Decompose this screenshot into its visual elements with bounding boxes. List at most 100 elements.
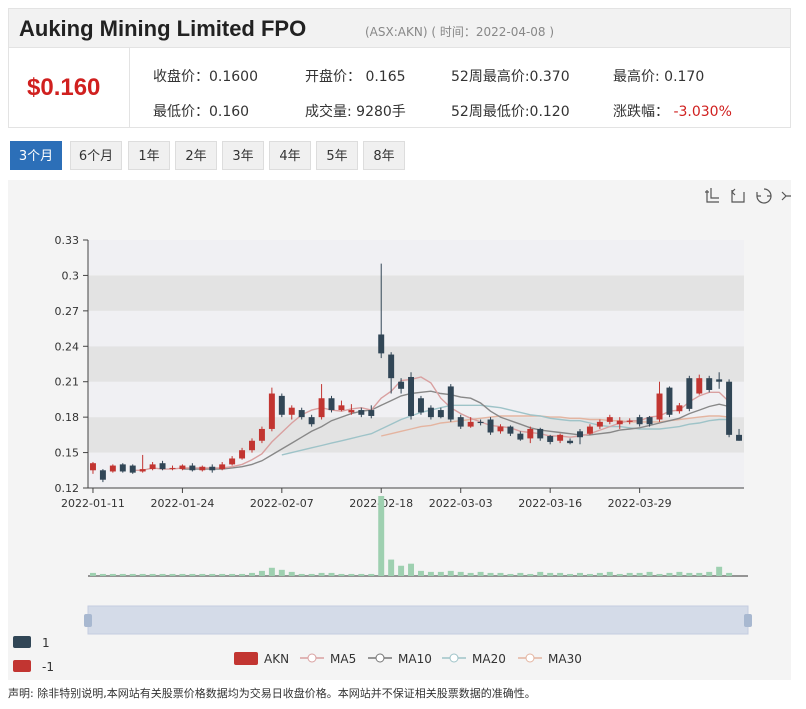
restore-icon[interactable]: [756, 188, 772, 204]
volume-bar[interactable]: [258, 570, 265, 576]
candle-body[interactable]: [676, 405, 683, 412]
volume-bar[interactable]: [169, 573, 176, 576]
volume-bar[interactable]: [636, 572, 643, 576]
volume-bar[interactable]: [368, 573, 375, 576]
candle-body[interactable]: [288, 407, 295, 415]
data-zoom-slider[interactable]: [84, 605, 752, 635]
candle-body[interactable]: [308, 417, 315, 425]
candle-body[interactable]: [606, 417, 613, 422]
volume-bar[interactable]: [656, 573, 663, 576]
volume-bar[interactable]: [199, 573, 206, 576]
volume-bar[interactable]: [239, 573, 246, 576]
slider-handle-left[interactable]: [84, 614, 92, 627]
candle-body[interactable]: [646, 417, 653, 425]
volume-bar[interactable]: [716, 566, 723, 576]
tab-3y[interactable]: 3年: [222, 141, 264, 170]
candle-body[interactable]: [716, 379, 723, 382]
candle-body[interactable]: [209, 466, 216, 471]
volume-bar[interactable]: [348, 573, 355, 576]
volume-bar[interactable]: [626, 572, 633, 576]
volume-bar[interactable]: [517, 572, 524, 576]
candle-body[interactable]: [378, 334, 385, 354]
volume-bar[interactable]: [457, 571, 464, 576]
candle-body[interactable]: [318, 398, 325, 418]
candle-body[interactable]: [199, 466, 206, 471]
candle-body[interactable]: [487, 419, 494, 433]
slider-track[interactable]: [87, 605, 749, 635]
zoom-icon[interactable]: [705, 188, 719, 203]
volume-bar[interactable]: [129, 573, 136, 576]
volume-bar[interactable]: [477, 571, 484, 576]
slider-handle-right[interactable]: [744, 614, 752, 627]
candle-body[interactable]: [159, 463, 166, 470]
volume-bar[interactable]: [99, 573, 106, 576]
volume-bar[interactable]: [338, 573, 345, 576]
candle-body[interactable]: [547, 436, 554, 442]
candle-body[interactable]: [119, 464, 126, 472]
candle-body[interactable]: [99, 470, 106, 480]
volume-bar[interactable]: [119, 573, 126, 576]
volume-bar[interactable]: [567, 573, 574, 576]
volume-bar[interactable]: [278, 569, 285, 576]
candle-body[interactable]: [497, 426, 504, 432]
legend-item-ma20[interactable]: MA20: [442, 652, 506, 666]
volume-bar[interactable]: [497, 572, 504, 576]
candle-body[interactable]: [179, 465, 186, 470]
volume-bar[interactable]: [89, 572, 96, 576]
volume-bar[interactable]: [288, 571, 295, 576]
tab-1y[interactable]: 1年: [128, 141, 170, 170]
volume-bar[interactable]: [487, 572, 494, 576]
candle-body[interactable]: [477, 421, 484, 424]
volume-bar[interactable]: [467, 572, 474, 576]
candle-body[interactable]: [437, 410, 444, 418]
tab-4y[interactable]: 4年: [269, 141, 311, 170]
volume-bar[interactable]: [616, 573, 623, 576]
volume-bar[interactable]: [408, 563, 415, 576]
candle-body[interactable]: [398, 381, 405, 389]
tab-3m[interactable]: 3个月: [10, 141, 62, 170]
candle-body[interactable]: [129, 465, 136, 473]
volume-bar[interactable]: [557, 572, 564, 576]
candle-body[interactable]: [736, 434, 743, 441]
volume-bar[interactable]: [417, 570, 424, 576]
volume-bar[interactable]: [149, 573, 156, 576]
candle-body[interactable]: [149, 464, 156, 470]
candle-body[interactable]: [358, 410, 365, 415]
candle-body[interactable]: [348, 410, 355, 413]
volume-bar[interactable]: [577, 572, 583, 576]
candle-body[interactable]: [447, 386, 454, 420]
candle-body[interactable]: [427, 407, 434, 418]
candle-body[interactable]: [706, 378, 713, 390]
volume-bar[interactable]: [249, 572, 255, 576]
candle-body[interactable]: [537, 428, 544, 439]
candle-body[interactable]: [298, 410, 305, 418]
candle-body[interactable]: [726, 381, 733, 435]
candle-body[interactable]: [388, 354, 395, 379]
candle-body[interactable]: [169, 467, 176, 469]
candle-body[interactable]: [139, 469, 146, 472]
volume-bar[interactable]: [427, 571, 434, 576]
candle-body[interactable]: [268, 393, 275, 429]
volume-bar[interactable]: [527, 573, 534, 576]
candle-body[interactable]: [557, 434, 564, 441]
volume-bar[interactable]: [229, 573, 236, 576]
volume-bar[interactable]: [189, 573, 196, 576]
candle-body[interactable]: [239, 450, 246, 459]
volume-bar[interactable]: [179, 573, 186, 576]
candle-body[interactable]: [586, 426, 593, 434]
volume-bar[interactable]: [318, 572, 325, 576]
tab-8y[interactable]: 8年: [363, 141, 405, 170]
volume-bar[interactable]: [388, 559, 395, 576]
candle-body[interactable]: [368, 410, 375, 416]
candle-body[interactable]: [109, 465, 116, 472]
volume-bar[interactable]: [328, 572, 335, 576]
volume-bar[interactable]: [537, 571, 544, 576]
save-icon[interactable]: [781, 191, 794, 201]
volume-bar[interactable]: [219, 573, 226, 576]
volume-bar[interactable]: [726, 572, 733, 576]
candle-body[interactable]: [258, 428, 265, 441]
volume-bar[interactable]: [686, 572, 693, 576]
candle-body[interactable]: [626, 420, 633, 422]
volume-bar[interactable]: [209, 573, 216, 576]
candle-body[interactable]: [567, 440, 574, 444]
